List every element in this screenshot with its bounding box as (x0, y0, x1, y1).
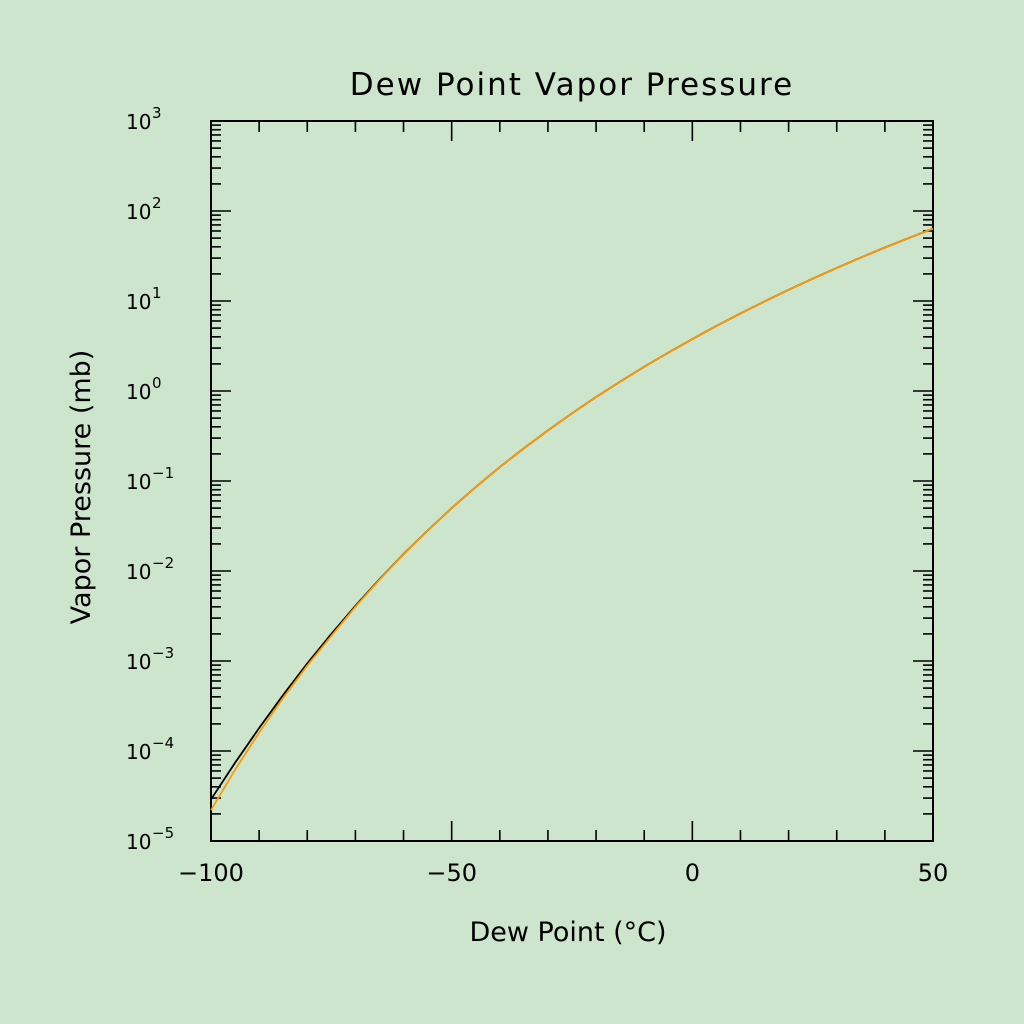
y-tick-label-base: 10 (126, 290, 151, 314)
x-tick-label: −50 (426, 859, 477, 887)
series-layer (210, 227, 934, 811)
y-tick-label-base: 10 (126, 650, 151, 674)
chart-title: Dew Point Vapor Pressure (350, 67, 794, 103)
y-tick-label-base: 10 (126, 200, 151, 224)
y-tick-label-exponent: 2 (152, 194, 162, 212)
y-tick-label-exponent: 1 (152, 284, 162, 302)
x-tick-label: 50 (918, 859, 949, 887)
y-axis-label: Vapor Pressure (mb) (66, 350, 97, 625)
y-tick-label-exponent: 3 (152, 104, 162, 122)
series-line-2 (210, 227, 934, 811)
y-tick-label-exponent: −4 (152, 734, 174, 752)
x-tick-labels: −100 −50 0 50 (178, 859, 948, 887)
x-tick-label: −100 (178, 859, 244, 887)
y-tick-label-base: 10 (126, 740, 151, 764)
y-tick-label-base: 10 (126, 380, 151, 404)
y-tick-label-exponent: −5 (152, 824, 174, 842)
y-tick-label-base: 10 (126, 830, 151, 854)
y-tick-label-exponent: −3 (152, 644, 174, 662)
axis-ticks (210, 120, 934, 842)
plot-frame (210, 120, 934, 842)
series-line-1 (210, 227, 934, 800)
y-tick-label-exponent: 0 (152, 374, 162, 392)
x-tick-label: 0 (685, 859, 700, 887)
y-tick-label-exponent: −2 (152, 554, 174, 572)
y-tick-label-base: 10 (126, 560, 151, 584)
x-axis-label: Dew Point (°C) (469, 917, 666, 948)
y-tick-label-base: 10 (126, 470, 151, 494)
y-tick-label-base: 10 (126, 110, 151, 134)
y-tick-label-exponent: −1 (152, 464, 174, 482)
